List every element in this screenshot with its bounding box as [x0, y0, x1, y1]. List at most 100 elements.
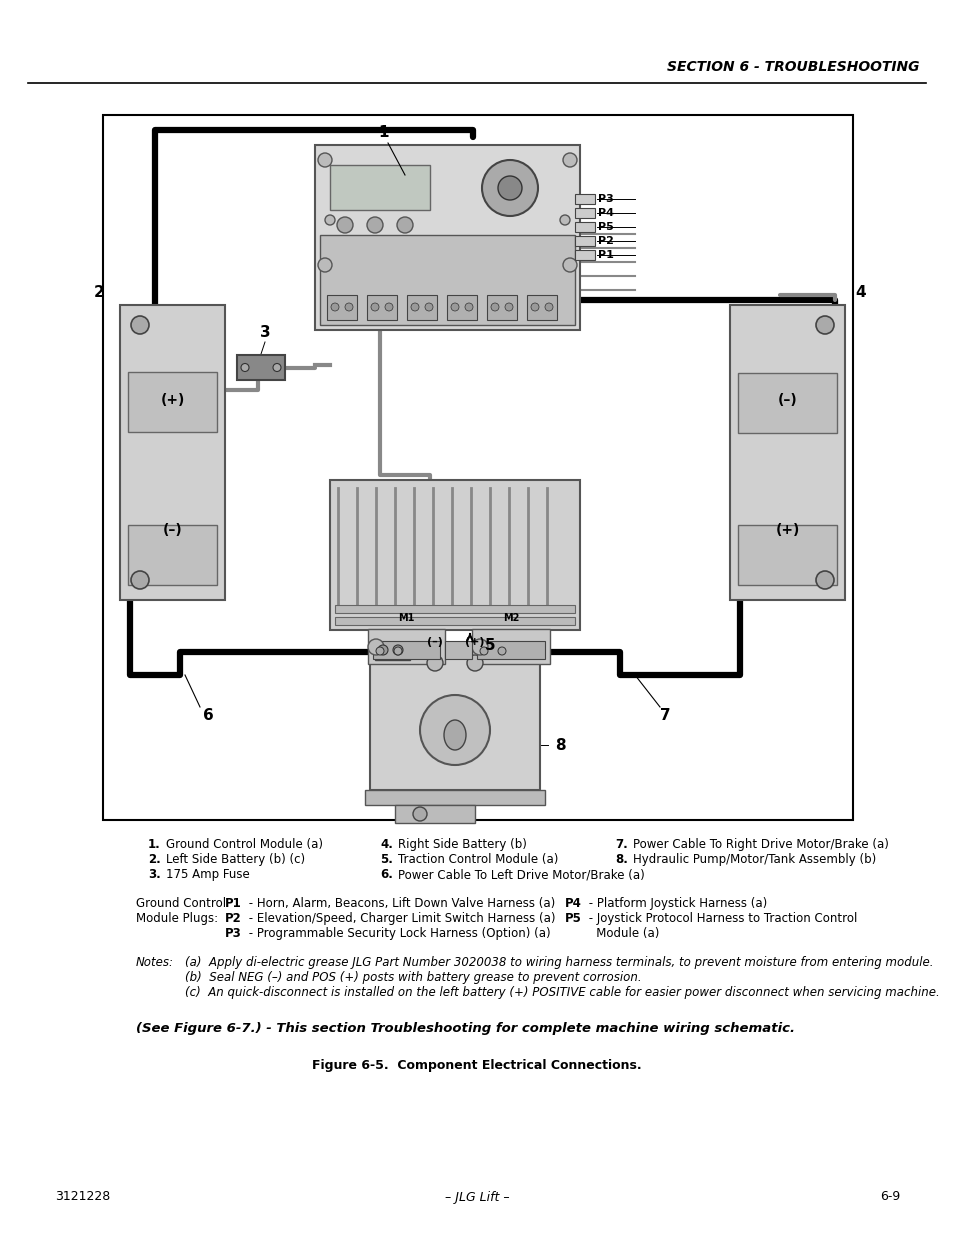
Bar: [729, 305, 844, 600]
Bar: [472, 629, 550, 664]
Circle shape: [481, 161, 537, 216]
Circle shape: [479, 647, 488, 655]
Text: Right Side Battery (b): Right Side Battery (b): [397, 839, 526, 851]
Bar: [370, 655, 539, 790]
Circle shape: [336, 217, 353, 233]
Circle shape: [467, 655, 482, 671]
Text: 6-9: 6-9: [879, 1191, 899, 1203]
Circle shape: [427, 655, 442, 671]
Circle shape: [491, 303, 498, 311]
Bar: [236, 354, 285, 380]
Circle shape: [413, 806, 427, 821]
Text: (a)  Apply di-electric grease JLG Part Number 3020038 to wiring harness terminal: (a) Apply di-electric grease JLG Part Nu…: [185, 956, 933, 969]
Bar: [120, 305, 225, 600]
Circle shape: [325, 215, 335, 225]
Bar: [575, 207, 595, 219]
Circle shape: [396, 217, 413, 233]
Text: Left Side Battery (b) (c): Left Side Battery (b) (c): [166, 853, 305, 866]
Text: Power Cable To Right Drive Motor/Brake (a): Power Cable To Right Drive Motor/Brake (…: [633, 839, 888, 851]
Bar: [367, 295, 396, 320]
Circle shape: [367, 217, 382, 233]
Text: Traction Control Module (a): Traction Control Module (a): [397, 853, 558, 866]
Text: P2: P2: [598, 236, 613, 246]
Circle shape: [472, 638, 488, 655]
Text: Ground Control: Ground Control: [136, 897, 226, 910]
Text: - Joystick Protocol Harness to Traction Control: - Joystick Protocol Harness to Traction …: [584, 911, 857, 925]
Bar: [738, 373, 836, 433]
Text: (See Figure 6-7.) - This section Troubleshooting for complete machine wiring sch: (See Figure 6-7.) - This section Trouble…: [136, 1023, 794, 1035]
Circle shape: [241, 363, 249, 372]
Bar: [526, 295, 557, 320]
Bar: [335, 618, 575, 625]
Text: Module Plugs:: Module Plugs:: [136, 911, 218, 925]
Circle shape: [368, 638, 384, 655]
Bar: [476, 641, 544, 659]
Bar: [335, 605, 575, 613]
Text: 4: 4: [854, 285, 864, 300]
Circle shape: [562, 258, 577, 272]
Text: 1: 1: [377, 125, 388, 140]
Text: (c)  An quick-disconnect is installed on the left battery (+) POSITIVE cable for: (c) An quick-disconnect is installed on …: [185, 986, 939, 999]
Circle shape: [815, 316, 833, 333]
Bar: [575, 222, 595, 232]
Bar: [407, 295, 436, 320]
Bar: [330, 480, 579, 630]
Bar: [128, 525, 216, 585]
Text: 3121228: 3121228: [55, 1191, 111, 1203]
Bar: [447, 295, 476, 320]
Circle shape: [345, 303, 353, 311]
Bar: [330, 165, 430, 210]
Text: 5.: 5.: [379, 853, 393, 866]
Bar: [128, 372, 216, 432]
Bar: [368, 629, 444, 664]
Text: (+): (+): [465, 637, 484, 647]
Text: P4: P4: [564, 897, 581, 910]
Text: 3: 3: [259, 325, 270, 340]
Text: Ground Control Module (a): Ground Control Module (a): [166, 839, 323, 851]
Circle shape: [531, 303, 538, 311]
Circle shape: [411, 303, 418, 311]
Text: P3: P3: [225, 927, 241, 940]
Circle shape: [317, 153, 332, 167]
Circle shape: [393, 645, 402, 655]
Text: Module (a): Module (a): [584, 927, 659, 940]
Text: Figure 6-5.  Component Electrical Connections.: Figure 6-5. Component Electrical Connect…: [312, 1060, 641, 1072]
Text: - Programmable Security Lock Harness (Option) (a): - Programmable Security Lock Harness (Op…: [245, 927, 550, 940]
Text: – JLG Lift –: – JLG Lift –: [444, 1191, 509, 1203]
Circle shape: [815, 571, 833, 589]
Circle shape: [497, 177, 521, 200]
Text: 175 Amp Fuse: 175 Amp Fuse: [166, 868, 250, 881]
Text: P3: P3: [598, 194, 613, 204]
Bar: [444, 641, 472, 659]
Circle shape: [419, 695, 490, 764]
Bar: [575, 249, 595, 261]
Bar: [575, 194, 595, 204]
Text: Hydraulic Pump/Motor/Tank Assembly (b): Hydraulic Pump/Motor/Tank Assembly (b): [633, 853, 876, 866]
Text: (+): (+): [160, 393, 185, 408]
Text: 6.: 6.: [379, 868, 393, 881]
Circle shape: [464, 303, 473, 311]
Text: 3.: 3.: [148, 868, 161, 881]
Circle shape: [504, 303, 513, 311]
Text: (–): (–): [777, 393, 797, 408]
Circle shape: [375, 647, 384, 655]
Bar: [319, 235, 575, 325]
Circle shape: [131, 316, 149, 333]
Circle shape: [559, 215, 569, 225]
Circle shape: [544, 303, 553, 311]
Circle shape: [317, 258, 332, 272]
Text: P4: P4: [598, 207, 614, 219]
Text: 2.: 2.: [148, 853, 161, 866]
Circle shape: [385, 303, 393, 311]
Text: Notes:: Notes:: [136, 956, 173, 969]
Text: Power Cable To Left Drive Motor/Brake (a): Power Cable To Left Drive Motor/Brake (a…: [397, 868, 644, 881]
Circle shape: [424, 303, 433, 311]
Circle shape: [451, 303, 458, 311]
Bar: [373, 641, 439, 659]
Circle shape: [562, 153, 577, 167]
Bar: [395, 805, 475, 823]
Text: 4.: 4.: [379, 839, 393, 851]
Bar: [486, 295, 517, 320]
Bar: [738, 525, 836, 585]
Bar: [365, 790, 544, 805]
